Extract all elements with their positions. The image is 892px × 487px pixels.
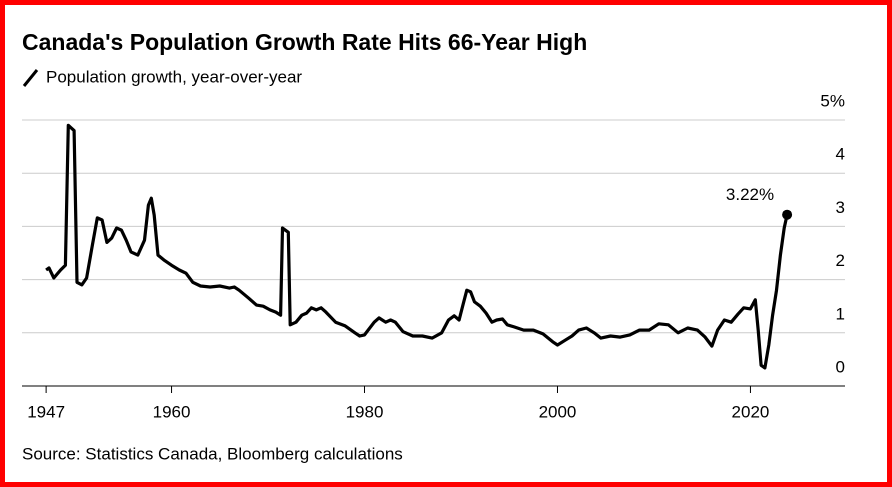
y-tick-label: 4 [836, 145, 845, 164]
y-tick-label: 1 [836, 304, 845, 323]
y-tick-label: 2 [836, 251, 845, 270]
x-tick-label: 2020 [732, 402, 770, 421]
x-tick-label: 2000 [539, 402, 577, 421]
line [45, 123, 789, 370]
chart-title: Canada's Population Growth Rate Hits 66-… [22, 29, 587, 55]
y-tick-label: 5% [820, 91, 845, 110]
legend-label: Population growth, year-over-year [46, 67, 302, 86]
y-tick-label: 0 [836, 357, 845, 376]
x-tick-label: 1980 [346, 402, 384, 421]
end-point [782, 209, 793, 220]
x-tick-label: 1947 [27, 402, 65, 421]
x-tick-label: 1960 [153, 402, 191, 421]
legend-icon [22, 69, 39, 87]
y-tick-label: 3 [836, 198, 845, 217]
end-label: 3.22% [726, 185, 774, 204]
source: Source: Statistics Canada, Bloomberg cal… [22, 444, 403, 463]
